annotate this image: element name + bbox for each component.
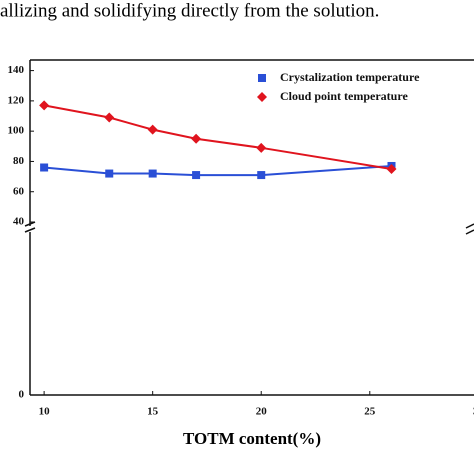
legend-marker — [257, 92, 267, 102]
marker — [191, 133, 202, 144]
series-line — [44, 164, 392, 177]
break-mark — [24, 221, 36, 227]
marker — [105, 169, 114, 178]
x-tick-label: 15 — [147, 406, 159, 418]
marker — [148, 169, 157, 178]
break-mark — [24, 227, 36, 233]
marker — [147, 124, 158, 135]
series-line — [43, 104, 392, 170]
y-tick-label: 140 — [8, 64, 25, 76]
legend-label: Cloud point temperature — [280, 89, 408, 103]
marker — [257, 171, 266, 180]
marker — [192, 171, 201, 180]
caption: allizing and solidifying directly from t… — [0, 0, 379, 21]
x-tick-label: 30 — [473, 406, 474, 418]
y-tick-label: 120 — [8, 94, 25, 106]
marker — [40, 163, 49, 172]
y-tick-label: 0 — [19, 389, 25, 401]
marker — [104, 112, 115, 123]
break-mark — [465, 223, 474, 229]
y-tick-label: 40 — [13, 216, 25, 228]
break-mark — [465, 229, 474, 235]
legend-label: Crystalization temperature — [280, 70, 420, 84]
y-tick-label: 60 — [13, 185, 25, 197]
marker — [256, 142, 267, 153]
y-tick-label: 100 — [8, 125, 25, 137]
legend-marker — [258, 74, 266, 82]
x-axis-label: TOTM content(%) — [183, 429, 321, 448]
x-tick-label: 20 — [256, 406, 268, 418]
x-tick-label: 10 — [39, 406, 51, 418]
marker — [386, 164, 397, 175]
y-tick-label: 80 — [13, 155, 25, 167]
x-tick-label: 25 — [364, 406, 376, 418]
marker — [39, 100, 50, 111]
